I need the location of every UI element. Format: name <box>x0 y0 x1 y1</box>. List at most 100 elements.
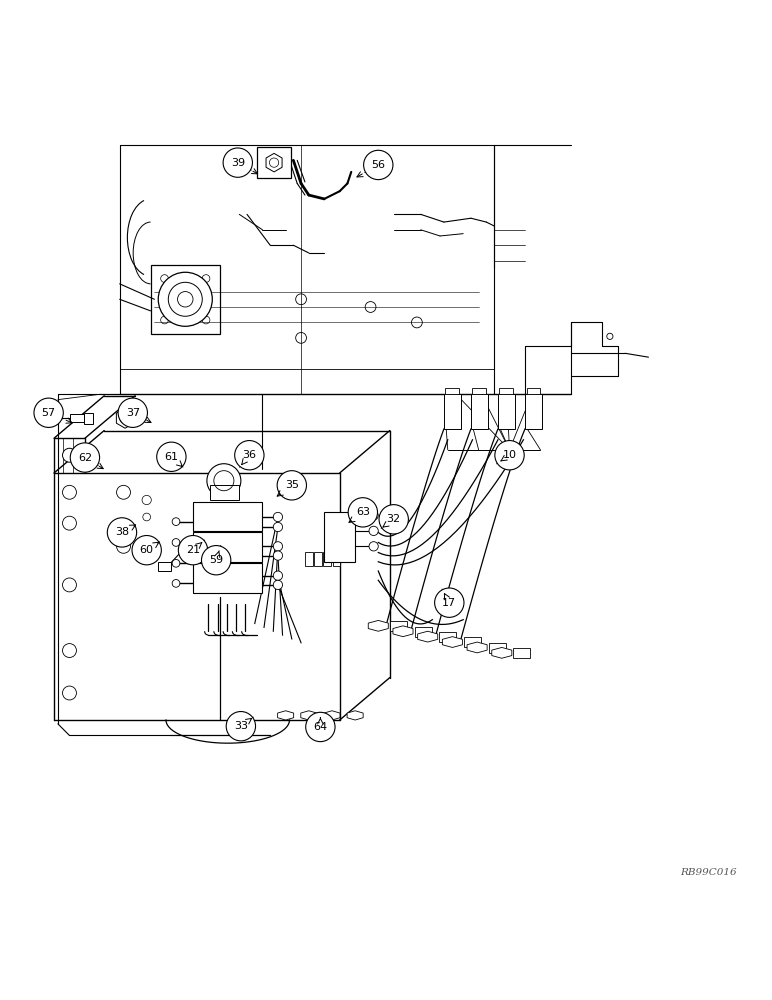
Bar <box>445 388 459 394</box>
Circle shape <box>306 712 335 742</box>
Circle shape <box>201 546 231 575</box>
Bar <box>525 394 542 429</box>
Text: 38: 38 <box>115 527 129 537</box>
Circle shape <box>158 272 212 326</box>
Circle shape <box>63 644 76 657</box>
Circle shape <box>34 398 63 427</box>
Bar <box>333 552 340 566</box>
Bar <box>444 394 461 429</box>
Bar <box>439 632 456 642</box>
Polygon shape <box>492 647 512 658</box>
Circle shape <box>379 505 408 534</box>
Circle shape <box>63 448 76 462</box>
Circle shape <box>63 485 76 499</box>
Text: 10: 10 <box>503 450 516 460</box>
Bar <box>151 265 220 334</box>
Text: 33: 33 <box>234 721 248 731</box>
Bar <box>210 485 239 500</box>
Bar <box>70 414 84 422</box>
Bar <box>527 388 540 394</box>
Bar <box>390 621 407 631</box>
Circle shape <box>226 712 256 741</box>
Text: 61: 61 <box>164 452 178 462</box>
Bar <box>257 147 291 178</box>
Circle shape <box>223 148 252 177</box>
Bar <box>193 502 262 531</box>
Polygon shape <box>301 711 317 720</box>
Polygon shape <box>368 620 388 631</box>
Polygon shape <box>324 711 340 720</box>
Circle shape <box>117 539 130 553</box>
Text: 36: 36 <box>242 450 256 460</box>
Circle shape <box>143 513 151 521</box>
Circle shape <box>364 150 393 180</box>
Circle shape <box>273 580 283 590</box>
Bar <box>513 648 530 658</box>
Circle shape <box>117 485 130 499</box>
Bar <box>499 388 513 394</box>
Text: 60: 60 <box>140 545 154 555</box>
Text: 59: 59 <box>209 555 223 565</box>
Text: 62: 62 <box>78 453 92 463</box>
Circle shape <box>273 571 283 580</box>
Circle shape <box>277 471 306 500</box>
Text: 64: 64 <box>313 722 327 732</box>
Circle shape <box>207 464 241 498</box>
Circle shape <box>369 526 378 536</box>
Circle shape <box>172 518 180 525</box>
Circle shape <box>273 512 283 522</box>
Polygon shape <box>442 637 462 647</box>
Circle shape <box>273 551 283 560</box>
Circle shape <box>435 588 464 617</box>
Text: RB99C016: RB99C016 <box>681 868 737 877</box>
Text: 57: 57 <box>42 408 56 418</box>
Circle shape <box>235 441 264 470</box>
Bar <box>193 532 262 562</box>
Text: 37: 37 <box>126 408 140 418</box>
Bar <box>324 512 355 562</box>
Polygon shape <box>393 626 413 637</box>
Bar <box>193 563 262 593</box>
Bar <box>472 388 486 394</box>
Circle shape <box>70 443 100 472</box>
Circle shape <box>118 398 147 427</box>
Bar <box>471 394 488 429</box>
Polygon shape <box>418 631 438 642</box>
Polygon shape <box>266 153 282 172</box>
Bar <box>323 552 331 566</box>
Bar <box>158 562 171 571</box>
Circle shape <box>132 536 161 565</box>
Bar <box>498 394 515 429</box>
Text: 21: 21 <box>186 545 200 555</box>
Polygon shape <box>117 408 134 428</box>
Text: 63: 63 <box>356 507 370 517</box>
Text: 17: 17 <box>442 598 456 608</box>
Circle shape <box>273 542 283 551</box>
Circle shape <box>207 545 225 563</box>
Bar <box>464 637 481 647</box>
Circle shape <box>172 559 180 567</box>
Circle shape <box>63 686 76 700</box>
Bar <box>84 413 93 424</box>
Circle shape <box>63 578 76 592</box>
Text: 56: 56 <box>371 160 385 170</box>
Circle shape <box>369 542 378 551</box>
Bar <box>305 552 313 566</box>
Polygon shape <box>278 711 293 720</box>
Circle shape <box>63 516 76 530</box>
Circle shape <box>172 580 180 587</box>
Text: 35: 35 <box>285 480 299 490</box>
Bar <box>489 643 506 653</box>
Circle shape <box>142 495 151 505</box>
Circle shape <box>273 522 283 532</box>
Circle shape <box>172 539 180 546</box>
Polygon shape <box>347 711 363 720</box>
Circle shape <box>369 511 378 520</box>
Polygon shape <box>467 642 487 653</box>
Text: 39: 39 <box>231 158 245 168</box>
Bar <box>314 552 322 566</box>
Circle shape <box>178 536 208 565</box>
Circle shape <box>348 498 378 527</box>
Bar <box>415 627 432 637</box>
Text: 32: 32 <box>387 514 401 524</box>
